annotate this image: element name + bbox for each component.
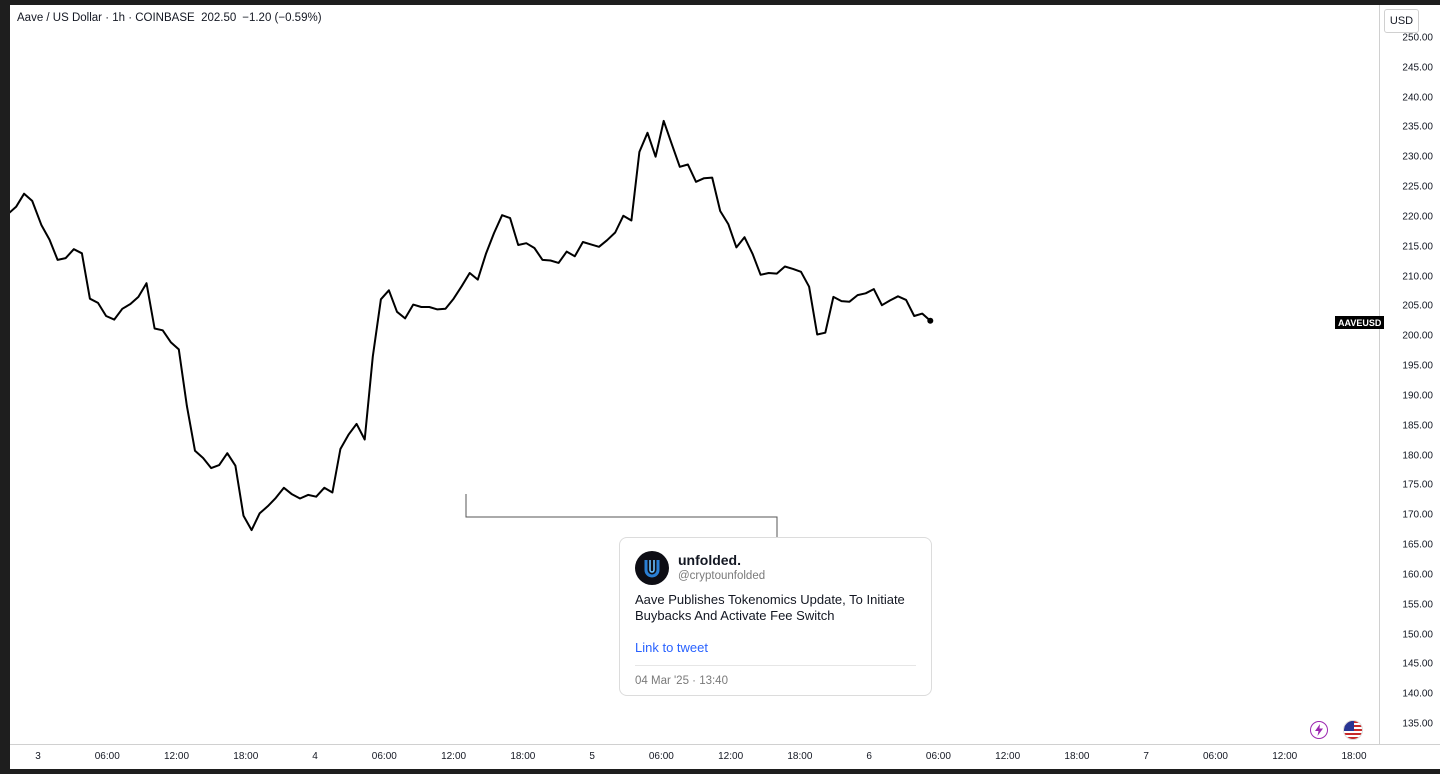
x-tick-label: 06:00 [1202,751,1228,762]
unfolded-logo-icon [644,560,660,578]
tweet-author-name: unfolded. [678,552,741,568]
last-point-marker [927,317,934,324]
y-tick-label: 205.00 [1402,300,1433,312]
y-tick-label: 225.00 [1402,181,1433,193]
x-tick-label: 12:00 [1272,751,1298,762]
x-tick-label: 06:00 [94,751,120,762]
price-change: −1.20 (−0.59%) [242,12,322,24]
x-tick-label: 7 [1143,751,1149,762]
last-price: 202.50 [201,12,237,24]
time-axis[interactable]: 3 06:00 12:00 18:00 4 06:00 12:00 18:00 5 06:00 12… [10,744,1440,769]
price-axis[interactable]: 135.00 140.00 145.00 150.00 155.00 160.00 165.… [1379,5,1440,744]
x-tick-label: 12:00 [718,751,744,762]
y-tick-label: 150.00 [1402,629,1433,641]
avatar [635,551,669,585]
x-tick-label: 18:00 [510,751,536,762]
y-tick-label: 240.00 [1402,92,1433,104]
x-tick-label: 6 [866,751,872,762]
x-tick-label: 12:00 [164,751,190,762]
tweet-card[interactable]: unfolded. @cryptounfolded Aave Publishes… [619,537,932,696]
y-tick-label: 190.00 [1402,390,1433,402]
lightning-icon[interactable] [1310,721,1328,739]
y-tick-label: 210.00 [1402,271,1433,283]
x-tick-label: 06:00 [925,751,951,762]
x-tick-label: 18:00 [1064,751,1090,762]
y-tick-label: 245.00 [1402,62,1433,74]
y-tick-label: 145.00 [1402,658,1433,670]
y-tick-label: 160.00 [1402,569,1433,581]
tweet-text: Aave Publishes Tokenomics Update, To Ini… [635,592,905,623]
y-tick-label: 185.00 [1402,420,1433,432]
y-tick-label: 230.00 [1402,151,1433,163]
x-tick-label: 12:00 [995,751,1021,762]
currency-button[interactable]: USD [1384,9,1419,33]
y-tick-label: 195.00 [1402,360,1433,372]
x-tick-label: 18:00 [233,751,259,762]
y-tick-label: 250.00 [1402,32,1433,44]
x-tick-label: 5 [589,751,595,762]
y-tick-label: 215.00 [1402,241,1433,253]
tweet-link[interactable]: Link to tweet [635,640,708,655]
y-tick-label: 135.00 [1402,718,1433,730]
x-tick-label: 18:00 [1341,751,1367,762]
y-tick-label: 200.00 [1402,330,1433,342]
y-tick-label: 140.00 [1402,688,1433,700]
y-tick-label: 165.00 [1402,539,1433,551]
y-tick-label: 175.00 [1402,479,1433,491]
x-tick-label: 06:00 [371,751,397,762]
y-tick-label: 220.00 [1402,211,1433,223]
us-flag-glyph [1344,721,1362,739]
tweet-date: 04 Mar '25 · 13:40 [635,675,728,687]
symbol-header: Aave / US Dollar · 1h · COINBASE 202.50−… [17,12,322,24]
series-line [10,119,931,532]
tweet-author-handle: @cryptounfolded [678,570,766,582]
price-chart [10,119,934,537]
us-flag-icon[interactable] [1343,720,1363,740]
x-tick-label: 4 [312,751,318,762]
symbol-title: Aave / US Dollar · 1h · COINBASE [17,12,195,24]
x-tick-label: 18:00 [787,751,813,762]
tweet-connector [465,494,778,537]
x-tick-label: 3 [35,751,41,762]
symbol-price-tag: AAVEUSD [1335,316,1385,329]
y-tick-label: 235.00 [1402,121,1433,133]
x-tick-label: 06:00 [648,751,674,762]
x-tick-label: 12:00 [441,751,467,762]
price-line-group [10,119,934,537]
y-tick-label: 155.00 [1402,599,1433,611]
divider [635,665,916,666]
y-tick-label: 180.00 [1402,450,1433,462]
y-tick-label: 170.00 [1402,509,1433,521]
lightning-glyph [1315,724,1323,736]
